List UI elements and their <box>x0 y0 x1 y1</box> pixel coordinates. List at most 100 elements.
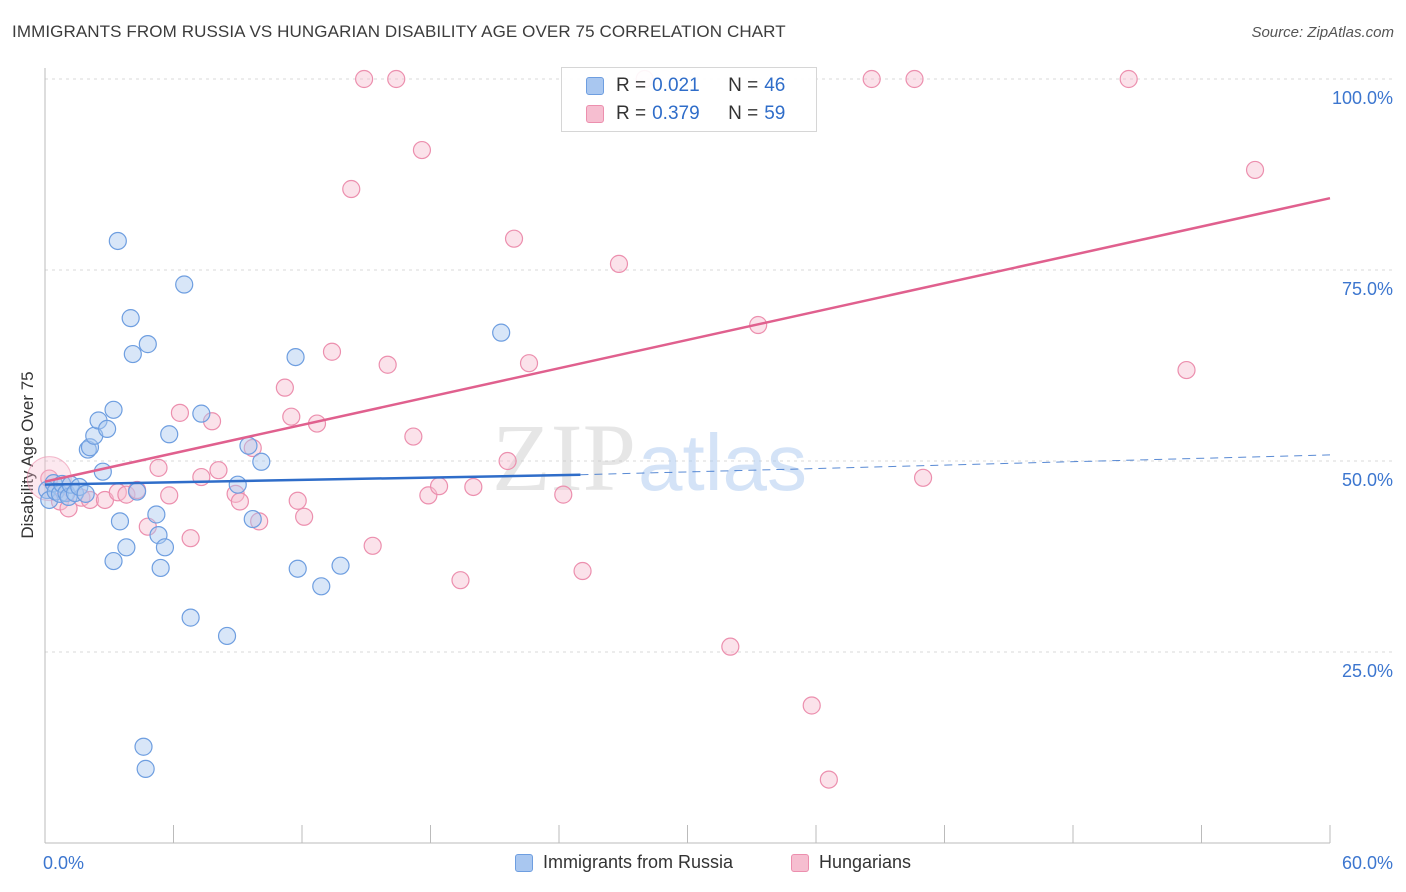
bottom-legend-label-russia: Immigrants from Russia <box>543 852 734 872</box>
russia-point <box>98 419 117 439</box>
hungarians-point <box>282 407 301 426</box>
bottom-legend-swatch-pink <box>791 853 809 872</box>
bottom-legend-hungarians[interactable]: Hungarians <box>791 852 911 873</box>
russia-point <box>104 400 123 419</box>
legend-n-label: N = <box>728 103 759 124</box>
watermark: ZIP atlas <box>492 404 807 511</box>
source-label: Source: ZipAtlas.com <box>1251 24 1394 41</box>
russia-point <box>136 759 155 778</box>
y-tick-label: 50.0% <box>1342 470 1393 490</box>
russia-point <box>228 475 247 494</box>
axes <box>44 68 1331 844</box>
hungarians-point <box>1119 69 1138 89</box>
russia-point <box>492 323 511 342</box>
russia-point <box>181 608 200 627</box>
hungarians-point <box>609 254 629 273</box>
hungarians-point <box>819 770 838 789</box>
legend-row-hungarians: R = 0.379 N = 59 <box>586 101 785 127</box>
russia-point <box>117 538 136 557</box>
hungarians-point <box>412 140 432 160</box>
russia-point <box>138 335 157 354</box>
hungarians-point <box>160 486 179 505</box>
y-tick-label: 25.0% <box>1342 661 1393 681</box>
hungarians-point <box>170 403 190 422</box>
hungarians-point <box>1245 160 1265 180</box>
hungarians-point <box>905 69 924 89</box>
russia-point <box>110 512 130 531</box>
russia-point <box>192 404 211 423</box>
russia-point <box>151 558 170 578</box>
bottom-legend-russia[interactable]: Immigrants from Russia <box>515 852 733 873</box>
russia-point <box>76 484 95 503</box>
legend-n-value-hungarians: 59 <box>764 103 786 124</box>
russia-point <box>134 737 153 756</box>
hungarians-point <box>862 69 881 89</box>
x-tick-label-max: 60.0% <box>1342 853 1393 873</box>
russia-point <box>104 551 123 571</box>
bottom-legend-swatch-blue <box>515 853 533 872</box>
russia-points <box>38 231 511 778</box>
hungarians-trend-line <box>44 196 1331 483</box>
hungarians-point <box>355 69 374 89</box>
watermark-atlas: atlas <box>638 418 807 507</box>
hungarians-point <box>504 229 524 248</box>
hungarians-point <box>913 468 933 487</box>
russia-point <box>80 438 100 457</box>
russia-trend-line <box>44 473 581 486</box>
hungarians-point <box>554 485 573 504</box>
tick-labels: 25.0% 50.0% 75.0% 100.0% 0.0% 60.0% <box>43 88 1393 873</box>
bottom-legend: Immigrants from Russia Hungarians <box>0 852 1406 878</box>
russia-point <box>286 347 305 367</box>
hungarians-point <box>288 491 307 510</box>
hungarians-point <box>209 461 228 480</box>
hungarians-point <box>573 561 592 581</box>
hungarians-point <box>802 696 821 715</box>
russia-point <box>312 577 331 596</box>
bottom-legend-label-hungarians: Hungarians <box>819 852 912 872</box>
hungarians-point <box>519 354 539 373</box>
hungarians-point <box>387 69 406 89</box>
x-tick-label-min: 0.0% <box>43 853 84 873</box>
russia-point <box>147 505 166 524</box>
hungarians-point <box>117 485 136 504</box>
russia-point <box>175 275 194 294</box>
hungarians-point <box>181 529 200 548</box>
hungarians-point <box>404 427 423 446</box>
legend: R = 0.021 N = 46 R = 0.379 N = 59 <box>561 67 817 132</box>
russia-point <box>121 309 140 328</box>
y-tick-label: 100.0% <box>1332 88 1393 108</box>
legend-r-label: R = <box>616 75 647 96</box>
hungarians-point <box>429 477 449 496</box>
russia-point <box>243 509 262 529</box>
legend-swatch-blue <box>586 77 604 95</box>
russia-point <box>127 482 147 501</box>
russia-point <box>288 559 307 578</box>
russia-point <box>123 344 142 364</box>
legend-r-value-russia: 0.021 <box>652 75 700 96</box>
hungarians-point <box>275 378 294 397</box>
hungarians-point <box>363 536 382 555</box>
hungarians-point <box>1177 360 1196 380</box>
russia-point <box>239 436 258 455</box>
russia-point <box>252 452 271 471</box>
hungarians-point <box>378 355 397 374</box>
hungarians-point <box>342 179 361 199</box>
hungarians-point <box>721 637 740 656</box>
russia-point <box>217 626 237 646</box>
y-tick-label: 75.0% <box>1342 279 1393 299</box>
russia-point <box>331 556 350 575</box>
legend-r-value-hungarians: 0.379 <box>652 103 700 124</box>
hungarians-point <box>322 342 342 361</box>
legend-row-russia: R = 0.021 N = 46 <box>586 73 785 99</box>
russia-point <box>93 462 112 481</box>
trend-lines <box>44 196 1331 486</box>
russia-point <box>155 538 175 557</box>
russia-point <box>108 231 127 251</box>
hungarians-point <box>149 458 168 477</box>
legend-n-value-russia: 46 <box>764 75 786 96</box>
hungarians-point <box>451 571 470 590</box>
legend-r-label: R = <box>616 103 647 124</box>
legend-swatch-pink <box>586 105 604 123</box>
hungarians-point <box>230 492 249 511</box>
